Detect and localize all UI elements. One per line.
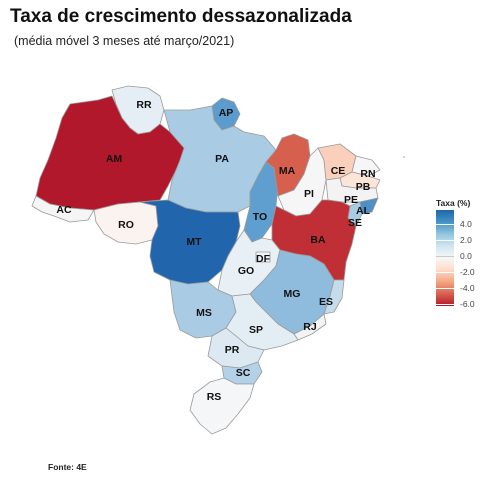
- state-label: PR: [225, 344, 240, 356]
- state-label: RJ: [303, 321, 317, 333]
- legend-tickmark: [436, 224, 454, 225]
- state-label: RO: [118, 219, 134, 231]
- state-label: PI: [304, 188, 314, 200]
- legend-tickmark: [436, 304, 454, 305]
- state-label: MT: [186, 236, 202, 248]
- island-dot: [403, 156, 405, 158]
- legend-tickmark: [436, 256, 454, 257]
- legend-tick: 0.0: [460, 251, 472, 261]
- state-label: SC: [236, 367, 251, 379]
- legend-tick: 2.0: [460, 235, 472, 245]
- state-label: PA: [215, 153, 229, 165]
- map-title: Taxa de crescimento dessazonalizada: [10, 6, 352, 27]
- legend-tickmark: [436, 288, 454, 289]
- state-RN: [351, 155, 381, 177]
- state-RS: [189, 377, 255, 435]
- state-label: SE: [348, 217, 362, 229]
- state-label: SP: [249, 324, 263, 336]
- legend-color-bar: [436, 210, 454, 306]
- state-label: RR: [136, 99, 152, 111]
- state-label: RS: [207, 391, 222, 403]
- state-ES: [323, 279, 345, 315]
- state-label: AC: [56, 204, 72, 216]
- state-label: RN: [360, 168, 375, 180]
- legend-tick: -2.0: [460, 267, 475, 277]
- source-note: Fonte: 4E: [48, 462, 87, 472]
- state-label: CE: [331, 165, 346, 177]
- state-label: ES: [319, 296, 333, 308]
- map-subtitle: (média móvel 3 meses até março/2021): [14, 34, 235, 48]
- legend-tick: 4.0: [460, 219, 472, 229]
- state-PR: [207, 327, 265, 369]
- state-label: PB: [356, 181, 371, 193]
- legend-tickmark: [436, 272, 454, 273]
- state-label: MG: [284, 288, 301, 300]
- state-AM: [35, 95, 187, 211]
- state-label: DF: [256, 253, 271, 265]
- legend-title: Taxa (%): [436, 198, 471, 208]
- legend-tick: -4.0: [460, 283, 475, 293]
- state-label: BA: [310, 234, 326, 246]
- legend-tick: -6.0: [460, 299, 475, 309]
- state-MT: [139, 199, 241, 285]
- state-label: AP: [219, 107, 234, 119]
- state-label: MA: [279, 165, 296, 177]
- state-label: MS: [196, 307, 212, 319]
- state-label: PE: [344, 194, 358, 206]
- state-DF: [255, 251, 271, 263]
- state-label: AM: [106, 153, 123, 165]
- state-label: GO: [238, 265, 254, 277]
- state-label: TO: [253, 211, 267, 223]
- legend-tickmark: [436, 240, 454, 241]
- state-AC: [31, 195, 95, 223]
- state-label: AL: [356, 205, 371, 217]
